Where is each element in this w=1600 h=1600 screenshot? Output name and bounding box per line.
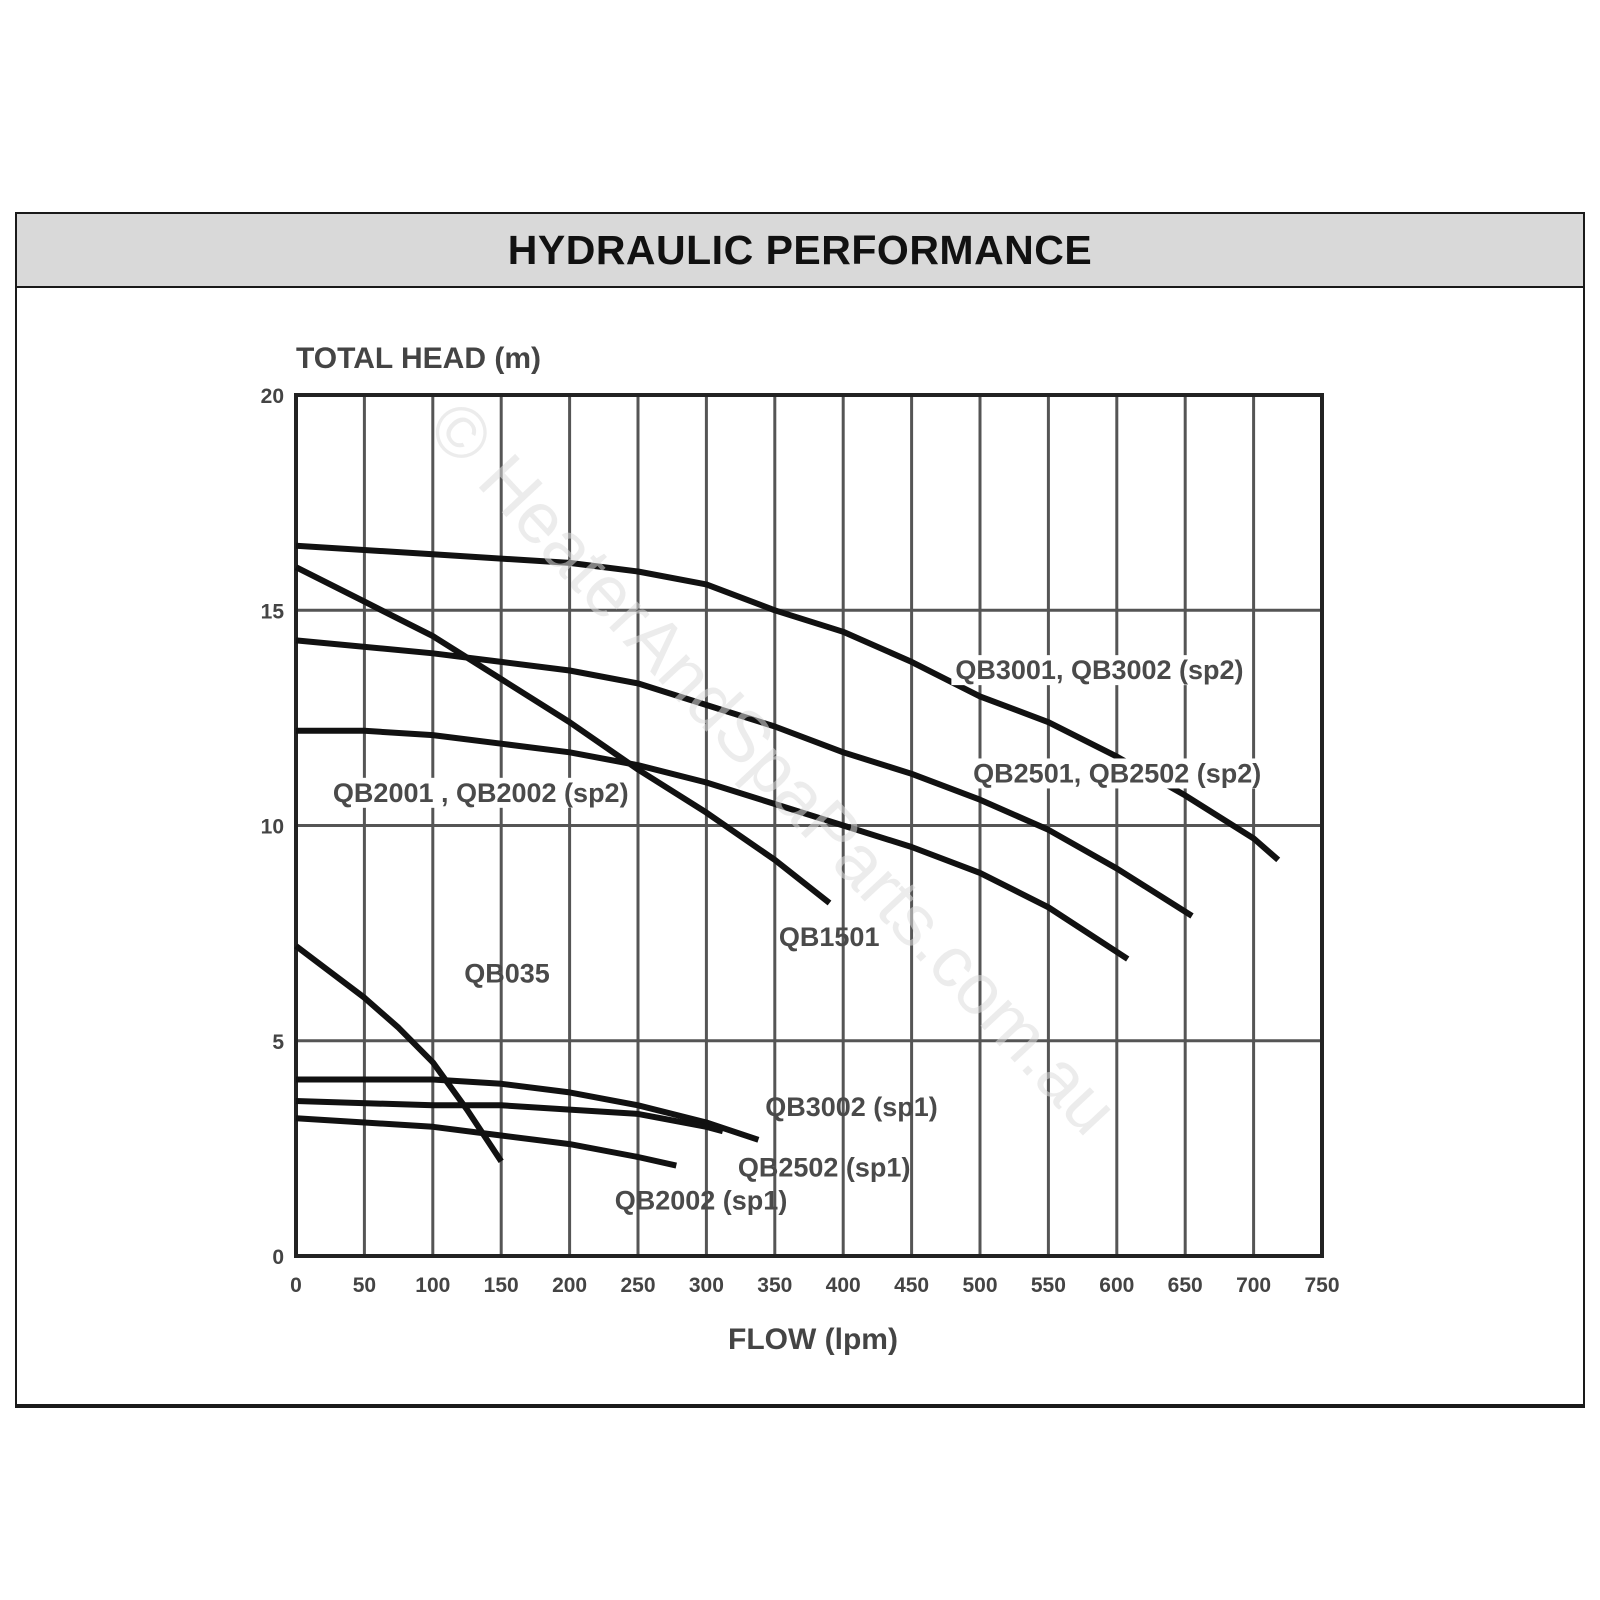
x-tick-label: 50 xyxy=(353,1274,376,1297)
x-tick-label: 400 xyxy=(826,1274,861,1297)
x-tick-label: 600 xyxy=(1099,1274,1134,1297)
y-tick-label: 20 xyxy=(261,385,284,408)
x-tick-label: 0 xyxy=(290,1274,302,1297)
series-label: QB035 xyxy=(464,959,550,989)
x-tick-label: 450 xyxy=(894,1274,929,1297)
x-tick-label: 550 xyxy=(1031,1274,1066,1297)
y-tick-label: 15 xyxy=(261,600,285,623)
chart-title: HYDRAULIC PERFORMANCE xyxy=(507,226,1093,273)
series-label: QB2002 (sp1) xyxy=(615,1186,788,1216)
x-tick-label: 350 xyxy=(757,1274,792,1297)
series-line xyxy=(295,1115,677,1169)
series-line xyxy=(296,727,1130,962)
series-line xyxy=(295,637,1194,919)
x-tick-label: 250 xyxy=(620,1274,655,1297)
axis-ticks: 0 50 100 150 200 250 300 350 400 450 500 550 600 650 7… xyxy=(261,385,1340,1297)
series-layer xyxy=(294,542,1281,1169)
title-bar: HYDRAULIC PERFORMANCE xyxy=(17,214,1583,288)
x-tick-label: 200 xyxy=(552,1274,587,1297)
x-tick-label: 150 xyxy=(484,1274,519,1297)
series-label: QB2502 (sp1) xyxy=(738,1152,911,1182)
y-axis-label: TOTAL HEAD (m) xyxy=(296,342,541,375)
series-label: QB1501 xyxy=(779,922,880,952)
x-tick-label: 750 xyxy=(1304,1274,1339,1297)
plot-frame xyxy=(294,393,1324,1258)
x-tick-label: 100 xyxy=(415,1274,450,1297)
x-tick-label: 300 xyxy=(689,1274,724,1297)
series-line xyxy=(295,1098,724,1135)
series-line xyxy=(294,564,832,906)
series-label: QB3001, QB3002 (sp2) xyxy=(955,655,1243,685)
series-label-background xyxy=(328,777,633,808)
x-tick-label: 500 xyxy=(962,1274,997,1297)
series-line xyxy=(296,1076,760,1143)
series-labels: QB3001, QB3002 (sp2) QB2501, QB2502 (sp2)… xyxy=(328,655,1266,1216)
y-tick-label: 5 xyxy=(272,1031,284,1054)
series-label: QB3002 (sp1) xyxy=(765,1092,938,1122)
y-tick-label: 10 xyxy=(261,816,284,839)
series-label-background xyxy=(969,758,1266,789)
x-tick-label: 700 xyxy=(1236,1274,1271,1297)
x-axis-label: FLOW (lpm) xyxy=(728,1323,898,1356)
series-label-background xyxy=(951,655,1248,686)
series-label: QB2501, QB2502 (sp2) xyxy=(973,758,1261,788)
y-tick-label: 0 xyxy=(272,1246,284,1269)
series-label: QB2001 , QB2002 (sp2) xyxy=(333,778,629,808)
series-line xyxy=(295,542,1281,863)
series-line xyxy=(294,943,504,1163)
x-tick-label: 650 xyxy=(1168,1274,1203,1297)
